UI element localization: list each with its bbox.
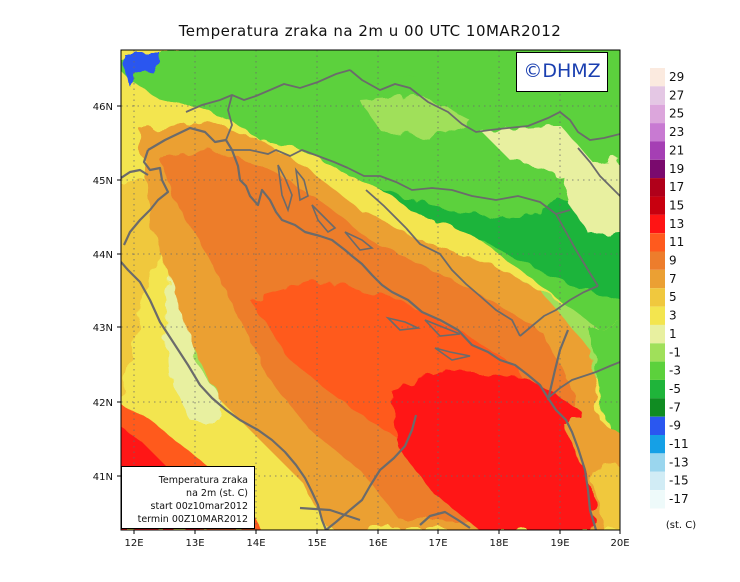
colorbar-label: 21 <box>669 143 684 157</box>
colorbar-label: 25 <box>669 107 684 121</box>
lat-label: 42N <box>93 398 113 409</box>
colorbar-swatch <box>650 68 665 87</box>
coastlines <box>121 126 598 530</box>
lat-label: 44N <box>93 250 113 261</box>
lon-label: 16E <box>368 538 387 549</box>
colorbar-label: 13 <box>669 217 684 231</box>
colorbar-swatch <box>650 324 665 344</box>
colorbar-label: 5 <box>669 290 677 304</box>
colorbar-unit: (st. C) <box>666 520 696 531</box>
latitude-labels: 46N 45N 44N 43N 42N 41N <box>93 102 113 483</box>
info-line: termin 00Z10MAR2012 <box>137 514 248 525</box>
colorbar-label: 7 <box>669 272 677 286</box>
colorbar-swatch <box>650 288 665 307</box>
lat-label: 46N <box>93 102 113 113</box>
colorbar-label: 9 <box>669 254 677 268</box>
plot-frame <box>120 49 621 531</box>
colorbar-swatch <box>650 343 665 362</box>
info-line: na 2m (st. C) <box>186 488 248 499</box>
colorbar-swatch <box>650 178 665 197</box>
lon-label: 20E <box>610 538 629 549</box>
colorbar-label: -9 <box>669 419 681 433</box>
colorbar-swatch <box>650 214 665 234</box>
colorbar-label: -5 <box>669 382 681 396</box>
colorbar-swatch <box>650 361 665 380</box>
colorbar-label: 19 <box>669 162 684 176</box>
colorbar-label: 11 <box>669 235 684 249</box>
colorbar-swatch <box>650 453 665 472</box>
islands <box>277 164 471 361</box>
colorbar-swatch <box>650 86 665 105</box>
dhmz-logo: ©DHMZ <box>516 52 608 92</box>
colorbar-label: 23 <box>669 125 684 139</box>
info-box: Temperatura zraka na 2m (st. C) start 00… <box>121 466 255 529</box>
lat-label: 41N <box>93 472 113 483</box>
colorbar-swatch <box>650 123 665 142</box>
longitude-labels: 12E 13E 14E 15E 16E 17E 18E 19E 20E <box>124 538 629 549</box>
colorbar-swatch <box>650 233 665 252</box>
temperature-field <box>121 50 620 530</box>
colorbar-label: 15 <box>669 199 684 213</box>
axis-ticks <box>117 105 621 534</box>
lon-label: 18E <box>489 538 508 549</box>
lon-label: 15E <box>307 538 326 549</box>
colorbar-label: -11 <box>669 437 689 451</box>
colorbar-swatch <box>650 141 665 160</box>
colorbar-label: 17 <box>669 180 684 194</box>
lat-label: 45N <box>93 176 113 187</box>
lon-label: 17E <box>428 538 447 549</box>
info-line: start 00z10mar2012 <box>150 501 248 512</box>
lon-label: 14E <box>246 538 265 549</box>
colorbar-swatch <box>650 269 665 289</box>
colorbar-swatch <box>650 398 665 417</box>
colorbar-label: 3 <box>669 309 677 323</box>
colorbar-label: -13 <box>669 455 689 469</box>
colorbar-swatch <box>650 196 665 215</box>
colorbar-swatch <box>650 490 665 509</box>
colorbar-swatch <box>650 159 665 179</box>
colorbar-swatch <box>650 380 665 399</box>
colorbar-label: 29 <box>669 70 684 84</box>
colorbar-label: -1 <box>669 345 681 359</box>
lon-label: 13E <box>185 538 204 549</box>
lat-label: 43N <box>93 323 113 334</box>
colorbar-swatch <box>650 435 665 454</box>
colorbar-swatch <box>650 306 665 325</box>
colorbar-label: -17 <box>669 492 689 506</box>
colorbar-swatch <box>650 471 665 491</box>
info-line: Temperatura zraka <box>158 475 248 486</box>
colorbar-label: -3 <box>669 364 681 378</box>
borders <box>185 69 620 399</box>
map-title: Temperatura zraka na 2m u 00 UTC 10MAR20… <box>178 22 562 40</box>
colorbar: 29 27 25 23 21 19 17 15 13 11 9 7 5 3 1 -1 -3 -5 -7 -9 -11 -1… <box>650 68 689 509</box>
colorbar-label: -15 <box>669 474 689 488</box>
colorbar-label: -7 <box>669 400 681 414</box>
colorbar-swatch <box>650 251 665 270</box>
colorbar-swatch <box>650 104 665 124</box>
lon-label: 19E <box>550 538 569 549</box>
colorbar-label: 27 <box>669 88 684 102</box>
lon-label: 12E <box>124 538 143 549</box>
colorbar-label: 1 <box>669 327 677 341</box>
colorbar-swatch <box>650 416 665 436</box>
